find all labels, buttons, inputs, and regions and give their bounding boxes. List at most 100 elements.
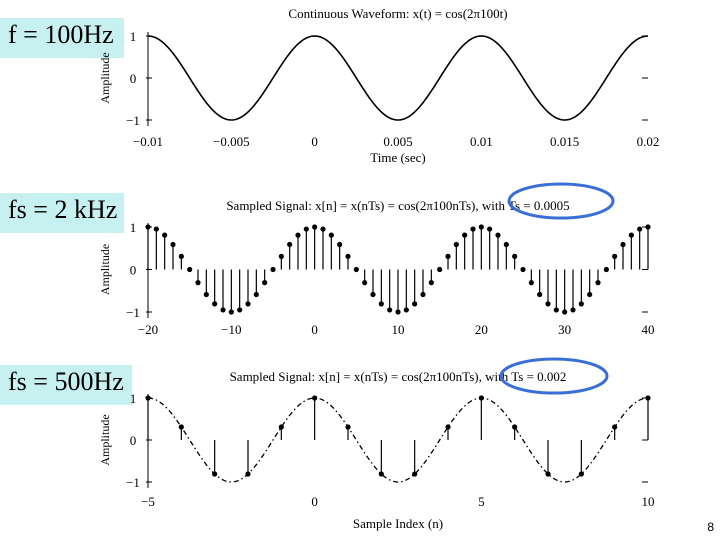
x-axis-label: Time (sec) — [370, 150, 426, 165]
x-tick-label: 0.005 — [383, 134, 412, 149]
stem-marker — [437, 266, 443, 273]
stem-marker — [412, 301, 418, 307]
y-tick-label: −1 — [126, 475, 140, 490]
stem-marker — [512, 424, 518, 430]
y-tick-label: 1 — [130, 391, 137, 406]
stem-marker — [412, 471, 418, 477]
stem-marker — [178, 424, 184, 430]
stem-marker — [278, 253, 284, 259]
stem-marker — [337, 241, 343, 248]
x-tick-label: 5 — [478, 494, 485, 509]
highlight-circle-ts-0002 — [499, 357, 609, 395]
stem-marker — [578, 301, 584, 307]
stem-marker — [245, 471, 251, 477]
x-tick-label: −0.005 — [213, 134, 250, 149]
stem-marker — [470, 226, 476, 232]
y-axis-label: Amplitude — [98, 414, 112, 465]
envelope-line — [147, 397, 649, 483]
stem-marker — [462, 232, 468, 238]
x-tick-label: −20 — [138, 322, 158, 337]
stem-marker — [395, 309, 401, 315]
y-tick-label: 1 — [130, 29, 137, 44]
stem-marker — [503, 241, 509, 248]
stem-marker — [162, 232, 168, 238]
stem-marker — [328, 232, 334, 238]
stem-marker — [478, 395, 484, 401]
chart-title: Sampled Signal: x[n] = x(nTs) = cos(2π10… — [230, 369, 567, 384]
y-tick-label: −1 — [126, 113, 140, 128]
x-tick-label: −10 — [221, 322, 241, 337]
stem-marker — [645, 395, 651, 401]
y-tick-label: 0 — [130, 71, 137, 86]
stem-marker — [562, 309, 568, 315]
stem-marker — [145, 395, 151, 401]
stem-marker — [262, 280, 268, 286]
stem-marker — [312, 224, 318, 230]
chart-1: Continuous Waveform: x(t) = cos(2π100t) −… — [98, 6, 659, 165]
x-tick-label: −0.01 — [133, 134, 163, 149]
stem-marker — [220, 307, 226, 313]
stem-marker — [287, 241, 293, 248]
stem-marker — [445, 253, 451, 259]
y-axis-label: Amplitude — [98, 52, 112, 103]
stem-marker — [612, 424, 618, 430]
stem-marker — [378, 471, 384, 477]
stem-marker — [195, 280, 201, 286]
stem-marker — [403, 307, 409, 313]
stem-marker — [453, 241, 459, 248]
y-tick-label: −1 — [126, 305, 140, 320]
stem-marker — [228, 309, 234, 315]
stem-marker — [237, 307, 243, 313]
x-tick-label: 0.015 — [550, 134, 579, 149]
x-axis-label: Sample Index (n) — [353, 516, 443, 531]
stem-marker — [495, 232, 501, 238]
stem-marker — [145, 224, 151, 230]
stem-marker — [278, 424, 284, 430]
sampling-rate-label-text: fs = 2 kHz — [8, 195, 118, 224]
x-tick-label: 30 — [558, 322, 571, 337]
stem-marker — [370, 291, 376, 298]
stem-marker — [595, 280, 601, 286]
stem-marker — [645, 224, 651, 230]
stem-marker — [628, 232, 634, 238]
stem-marker — [570, 307, 576, 313]
stem-marker — [545, 471, 551, 477]
sampling-rate-label-500hz: fs = 500Hz — [0, 365, 132, 405]
frequency-label-continuous: f = 100Hz — [0, 18, 124, 58]
x-tick-label: 10 — [642, 494, 655, 509]
y-tick-label: 1 — [130, 220, 137, 235]
stem-marker — [345, 253, 351, 259]
stem-marker — [428, 280, 434, 286]
stem-marker — [378, 301, 384, 307]
stem-marker — [587, 291, 593, 298]
stem-marker — [153, 226, 159, 232]
chart-2: Sampled Signal: x[n] = x(nTs) = cos(2π10… — [98, 198, 655, 337]
x-tick-label: 0 — [311, 494, 318, 509]
stem-marker — [320, 226, 326, 232]
stem-marker — [212, 301, 218, 307]
stem-marker — [553, 307, 559, 313]
stem-marker — [603, 266, 609, 273]
stem-marker — [520, 266, 526, 273]
sampling-rate-label-2khz: fs = 2 kHz — [0, 193, 124, 233]
stem-marker — [528, 280, 534, 286]
page-number: 8 — [707, 520, 714, 534]
y-tick-label: 0 — [130, 433, 137, 448]
x-tick-label: 0 — [311, 322, 318, 337]
stem-marker — [637, 226, 643, 232]
stem-marker — [620, 241, 626, 248]
stem-marker — [578, 471, 584, 477]
x-tick-label: 0.01 — [470, 134, 493, 149]
stem-marker — [345, 424, 351, 430]
x-tick-label: 0 — [311, 134, 318, 149]
stem-marker — [353, 266, 359, 273]
frequency-label-text: f = 100Hz — [8, 20, 114, 49]
stem-marker — [303, 226, 309, 232]
stem-marker — [212, 471, 218, 477]
stem-marker — [512, 253, 518, 259]
sampling-rate-label-text: fs = 500Hz — [8, 367, 124, 396]
x-tick-label: 40 — [642, 322, 655, 337]
chart-title: Sampled Signal: x[n] = x(nTs) = cos(2π10… — [226, 198, 569, 213]
stem-marker — [178, 253, 184, 259]
